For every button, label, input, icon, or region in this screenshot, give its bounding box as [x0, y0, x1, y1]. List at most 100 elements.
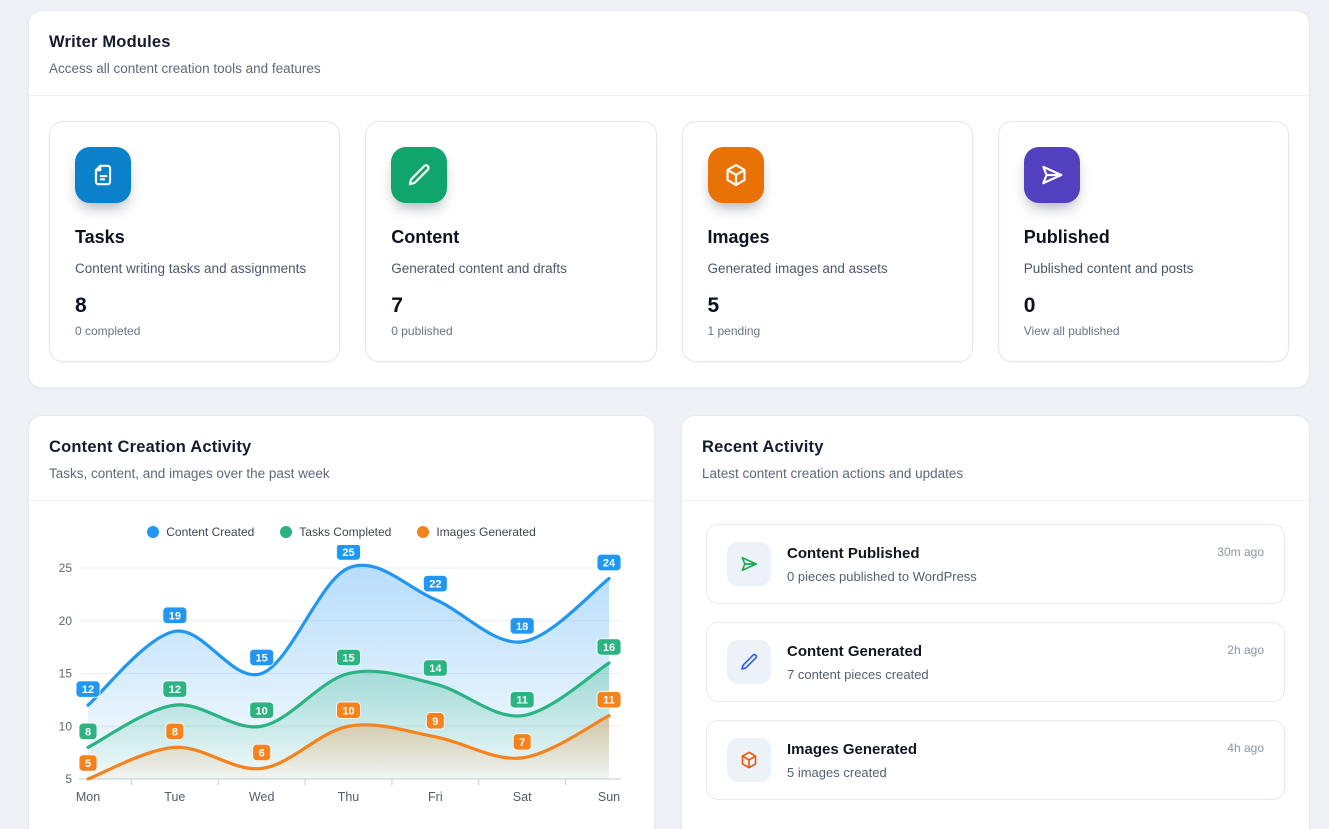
data-point-label-badge	[75, 680, 101, 698]
module-card-count: 0	[1023, 294, 1036, 317]
activity-line-chart[interactable]: 5 10 15 20 25 Mon Tue Wed Thu Fri Sat Sun 12 19 15 25 22…	[29, 545, 654, 829]
data-point-label-badge	[336, 701, 361, 719]
x-axis-tick-label: Sat	[513, 790, 532, 804]
activity-timestamp: 2h ago	[1227, 643, 1264, 657]
data-point-label: 10	[256, 705, 268, 717]
activity-subtext: 5 images created	[787, 764, 887, 780]
module-card-count: 7	[391, 294, 403, 317]
module-card-title: Tasks	[75, 227, 125, 247]
chart-series-line	[86, 563, 611, 707]
chart-series-line	[86, 661, 611, 749]
data-point-label-badge	[78, 754, 98, 772]
module-card-count: 8	[75, 294, 87, 317]
writer-modules-subtitle: Access all content creation tools and fe…	[49, 61, 321, 76]
module-card-sublabel: 1 pending	[707, 324, 761, 338]
send-icon	[1023, 147, 1080, 203]
recent-activity-panel: Recent Activity Latest content creation …	[681, 415, 1310, 829]
x-axis-tick-label: Thu	[338, 790, 360, 804]
data-point-label-badge	[162, 606, 188, 625]
pencil-icon	[727, 640, 771, 684]
activity-timestamp: 30m ago	[1217, 545, 1264, 559]
content-creation-activity-panel: Content Creation Activity Tasks, content…	[28, 415, 655, 829]
y-axis-tick-label: 20	[59, 614, 73, 628]
data-point-label: 12	[82, 684, 94, 696]
legend-dot-icon	[147, 526, 160, 538]
module-card-title: Content	[391, 227, 460, 247]
cube-icon	[707, 147, 764, 203]
activity-text: Content Generated 7 content pieces creat…	[787, 643, 929, 682]
x-axis-tick-label: Tue	[164, 790, 185, 804]
data-point-label: 5	[85, 758, 91, 770]
module-card-title: Images	[707, 227, 770, 247]
data-point-label: 8	[85, 726, 91, 738]
data-point-label: 8	[172, 726, 178, 738]
legend-dot-icon	[417, 526, 430, 538]
activity-text: Content Published 0 pieces published to …	[787, 545, 977, 584]
legend-label: Images Generated	[436, 525, 536, 539]
module-card-sublabel: View all published	[1023, 324, 1120, 338]
chart-area-fill	[88, 715, 609, 779]
module-card-content[interactable]: Content Generated content and drafts 7 0…	[365, 121, 657, 362]
data-point-label: 11	[516, 695, 528, 707]
writer-modules-panel: Writer Modules Access all content creati…	[28, 10, 1310, 388]
activity-timestamp: 4h ago	[1227, 741, 1264, 755]
module-card-description: Published content and posts	[1023, 261, 1194, 276]
chart-series-line	[86, 714, 611, 781]
activity-item-content-published: Content Published 0 pieces published to …	[706, 524, 1285, 604]
data-point-label: 18	[516, 621, 528, 633]
activity-title: Content Published	[787, 544, 920, 562]
data-point-label-badge	[336, 648, 361, 667]
data-point-label-badge	[165, 722, 185, 741]
module-cards-row: Tasks Content writing tasks and assignme…	[29, 96, 1309, 387]
data-point-label-badge	[425, 712, 445, 730]
data-point-label-badge	[596, 690, 622, 709]
data-point-label: 12	[169, 684, 181, 696]
data-point-label-badge	[252, 743, 272, 762]
x-axis-tick-label: Fri	[428, 790, 443, 804]
legend-item[interactable]: Content Created	[147, 525, 254, 539]
data-point-label-badge	[422, 574, 448, 593]
module-card-count: 5	[707, 294, 720, 317]
activity-title: Content Generated	[787, 642, 923, 660]
data-point-label: 15	[342, 653, 354, 665]
recent-activity-title: Recent Activity	[702, 438, 824, 456]
y-axis-tick-label: 5	[65, 772, 72, 786]
pencil-icon	[391, 147, 448, 203]
y-axis-tick-label: 15	[59, 667, 73, 681]
data-point-label-badge	[596, 553, 622, 572]
chart-subtitle: Tasks, content, and images over the past…	[49, 466, 330, 481]
activity-subtext: 7 content pieces created	[787, 666, 929, 682]
legend-label: Tasks Completed	[299, 525, 392, 539]
data-point-label: 22	[429, 579, 441, 591]
y-axis-tick-label: 25	[59, 561, 73, 575]
module-card-tasks[interactable]: Tasks Content writing tasks and assignme…	[49, 121, 341, 362]
module-card-published[interactable]: Published Published content and posts 0 …	[997, 121, 1289, 362]
data-point-label: 19	[169, 610, 181, 622]
activity-title: Images Generated	[787, 740, 918, 758]
file-text-icon	[75, 147, 131, 203]
recent-activity-header: Recent Activity Latest content creation …	[682, 416, 1309, 501]
writer-modules-title: Writer Modules	[49, 33, 171, 51]
data-point-label: 14	[429, 663, 442, 675]
data-point-label: 7	[519, 737, 525, 749]
data-point-label-badge	[509, 617, 535, 635]
data-point-label-badge	[336, 545, 361, 561]
recent-activity-subtitle: Latest content creation actions and upda…	[702, 466, 964, 481]
legend-item[interactable]: Tasks Completed	[280, 525, 391, 539]
data-point-label: 25	[342, 547, 354, 559]
data-point-label: 10	[342, 705, 354, 717]
module-card-description: Generated content and drafts	[391, 261, 567, 276]
send-icon	[727, 542, 771, 586]
module-card-images[interactable]: Images Generated images and assets 5 1 p…	[681, 121, 973, 362]
x-axis-tick-label: Wed	[249, 790, 275, 804]
legend-label: Content Created	[166, 525, 255, 539]
data-point-label-badge	[422, 659, 448, 677]
chart-legend: Content Created Tasks Completed Images Gen…	[29, 525, 654, 539]
data-point-label-badge	[249, 701, 275, 719]
data-point-label-badge	[512, 733, 532, 751]
data-point-label-badge	[509, 690, 535, 709]
data-point-label-badge	[249, 648, 275, 667]
chart-title: Content Creation Activity	[49, 438, 252, 456]
legend-item[interactable]: Images Generated	[417, 525, 536, 539]
data-point-label: 11	[603, 695, 615, 707]
